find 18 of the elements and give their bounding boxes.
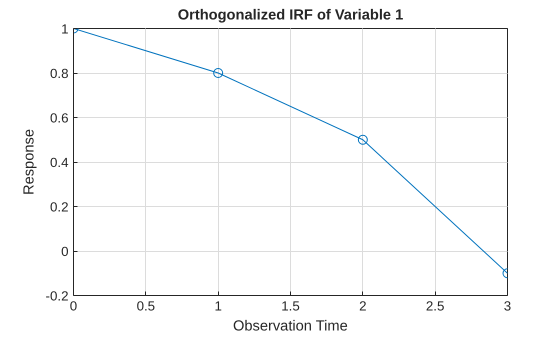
- x-tick-label: 2: [359, 298, 367, 314]
- point: [213, 68, 224, 78]
- y-tick-label: -0.2: [46, 288, 68, 304]
- y-tick-label: 0.6: [50, 110, 69, 126]
- y-tick-label: 0.2: [50, 200, 69, 214]
- y-tick-label: 0.4: [50, 155, 70, 170]
- x-tick-label: 2.5: [426, 298, 444, 314]
- y-axis-title: Response: [22, 129, 38, 195]
- x-tick-label: 0.5: [136, 298, 156, 314]
- chart-title: Orthogonalized IRF of Variable 1: [178, 8, 404, 24]
- y-tick-label: 0.8: [50, 66, 69, 81]
- x-tick-label: 1.5: [281, 298, 300, 314]
- y-tick-label: 1: [61, 22, 69, 36]
- x-tick-label: 1: [214, 298, 222, 314]
- x-axis-title: Observation Time: [232, 318, 348, 334]
- y-tick-label: 0: [61, 244, 69, 259]
- x-tick-label: 3: [504, 298, 512, 314]
- point: [358, 134, 368, 145]
